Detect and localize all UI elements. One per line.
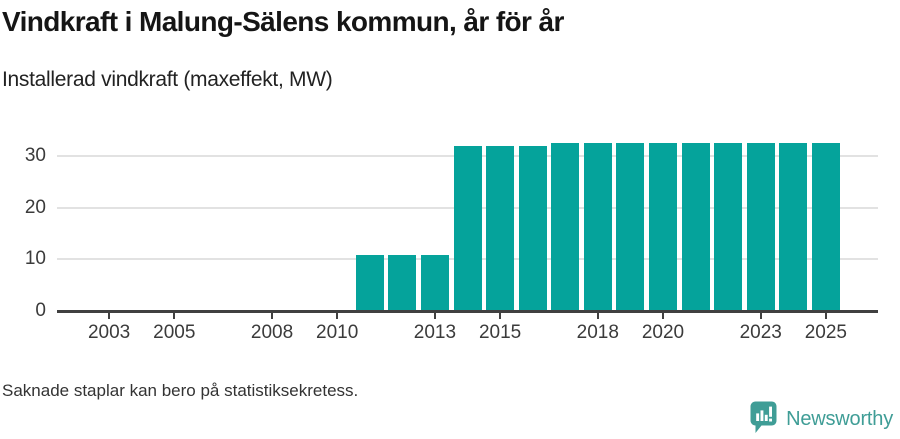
x-axis-tick-label: 2020 (641, 322, 685, 343)
x-axis-tick-label: 2023 (739, 322, 782, 343)
x-axis-tick-label: 2025 (804, 322, 847, 343)
x-axis-line (57, 310, 878, 313)
x-axis-tick-label: 2018 (576, 322, 619, 343)
bar-2024 (779, 142, 808, 311)
bar-2014 (453, 145, 482, 311)
bar-2012 (388, 255, 417, 311)
x-axis-tick-label: 2005 (153, 322, 196, 343)
x-axis-tick-2025 (824, 313, 827, 319)
bar-2023 (746, 142, 775, 311)
x-axis-tick-2010 (336, 313, 339, 319)
bar-2016 (518, 145, 547, 311)
bar-2011 (355, 255, 384, 311)
x-axis-tick-2020 (661, 313, 664, 319)
bar-2013 (420, 255, 449, 311)
newsworthy-logo: Newsworthy (750, 401, 893, 439)
bar-2021 (681, 142, 710, 311)
bar-2020 (648, 142, 677, 311)
y-axis-tick-label: 10 (24, 248, 46, 270)
y-axis-tick-label: 30 (24, 145, 46, 167)
bar-2018 (583, 142, 612, 311)
x-axis-tick-2018 (596, 313, 599, 319)
x-axis-tick-2013 (433, 313, 436, 319)
chart-title: Vindkraft i Malung-Sälens kommun, år för… (2, 6, 564, 37)
x-axis-tick-2008 (271, 313, 274, 319)
x-axis-tick-label: 2010 (316, 322, 359, 343)
bar-2019 (616, 142, 645, 311)
bar-2015 (486, 145, 515, 311)
x-axis-tick-label: 2003 (87, 322, 131, 343)
y-axis-tick-label: 20 (24, 196, 46, 218)
bar-2022 (714, 142, 743, 311)
x-axis-tick-2003 (108, 313, 111, 319)
x-axis-tick-2015 (499, 313, 502, 319)
newsworthy-speech-bubble-chart-icon (750, 401, 777, 439)
x-axis-tick-2023 (759, 313, 762, 319)
x-axis-tick-label: 2008 (250, 322, 294, 343)
x-axis-tick-label: 2015 (478, 322, 522, 343)
x-axis-tick-2005 (173, 313, 176, 319)
newsworthy-logo-text: Newsworthy (786, 408, 893, 430)
footnote: Saknade staplar kan bero på statistiksek… (2, 381, 359, 400)
bar-2017 (551, 142, 580, 311)
x-axis-tick-label: 2013 (413, 322, 457, 343)
y-axis-tick-label: 0 (35, 300, 46, 321)
chart-subtitle: Installerad vindkraft (maxeffekt, MW) (2, 68, 333, 91)
bar-2025 (811, 142, 840, 311)
